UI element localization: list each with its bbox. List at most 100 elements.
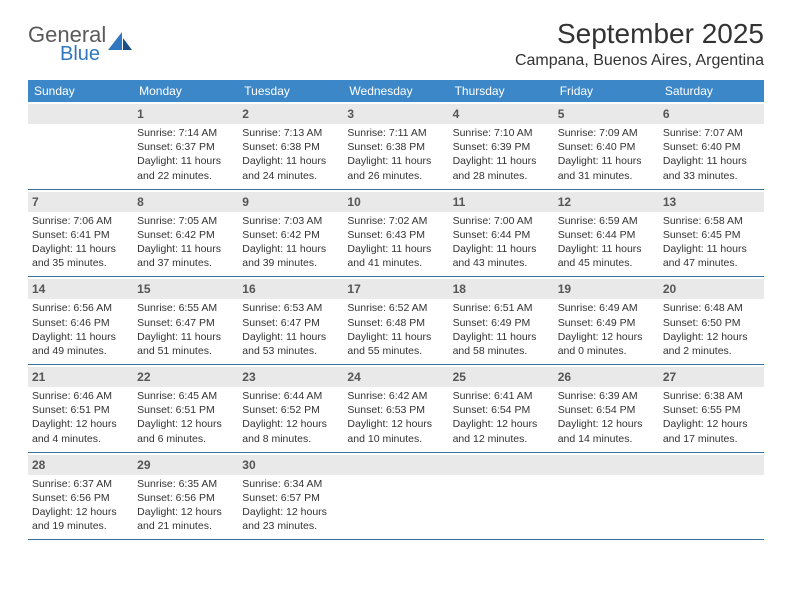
day-cell: 10Sunrise: 7:02 AMSunset: 6:43 PMDayligh… (343, 190, 448, 277)
day-number-bar: 28 (28, 455, 133, 475)
sunrise-line: Sunrise: 7:14 AM (137, 126, 234, 140)
day-cell: 28Sunrise: 6:37 AMSunset: 6:56 PMDayligh… (28, 453, 133, 540)
sunset-line: Sunset: 6:48 PM (347, 316, 444, 330)
day-cell: 13Sunrise: 6:58 AMSunset: 6:45 PMDayligh… (659, 190, 764, 277)
sunrise-line: Sunrise: 6:52 AM (347, 301, 444, 315)
daylight-line-2: and 49 minutes. (32, 344, 129, 358)
sunset-line: Sunset: 6:55 PM (663, 403, 760, 417)
day-number: 6 (663, 107, 670, 121)
daylight-line-1: Daylight: 11 hours (137, 242, 234, 256)
day-number: 14 (32, 282, 45, 296)
sunset-line: Sunset: 6:45 PM (663, 228, 760, 242)
day-cell: 7Sunrise: 7:06 AMSunset: 6:41 PMDaylight… (28, 190, 133, 277)
day-number: 12 (558, 195, 571, 209)
daylight-line-2: and 21 minutes. (137, 519, 234, 533)
day-cell: 22Sunrise: 6:45 AMSunset: 6:51 PMDayligh… (133, 365, 238, 452)
day-cell: 25Sunrise: 6:41 AMSunset: 6:54 PMDayligh… (449, 365, 554, 452)
day-cell: 11Sunrise: 7:00 AMSunset: 6:44 PMDayligh… (449, 190, 554, 277)
day-number: 5 (558, 107, 565, 121)
sunrise-line: Sunrise: 6:44 AM (242, 389, 339, 403)
day-cell: 1Sunrise: 7:14 AMSunset: 6:37 PMDaylight… (133, 102, 238, 189)
sunset-line: Sunset: 6:44 PM (453, 228, 550, 242)
daylight-line-2: and 26 minutes. (347, 169, 444, 183)
day-cell (554, 453, 659, 540)
day-number-bar (659, 455, 764, 475)
daylight-line-2: and 55 minutes. (347, 344, 444, 358)
day-cell: 19Sunrise: 6:49 AMSunset: 6:49 PMDayligh… (554, 277, 659, 364)
sunset-line: Sunset: 6:42 PM (137, 228, 234, 242)
day-number-bar: 8 (133, 192, 238, 212)
day-number: 10 (347, 195, 360, 209)
week-row: 21Sunrise: 6:46 AMSunset: 6:51 PMDayligh… (28, 365, 764, 453)
daylight-line-2: and 43 minutes. (453, 256, 550, 270)
day-cell: 21Sunrise: 6:46 AMSunset: 6:51 PMDayligh… (28, 365, 133, 452)
sunset-line: Sunset: 6:39 PM (453, 140, 550, 154)
day-number-bar: 19 (554, 279, 659, 299)
day-number-bar: 16 (238, 279, 343, 299)
daylight-line-2: and 41 minutes. (347, 256, 444, 270)
day-number-bar: 11 (449, 192, 554, 212)
day-number-bar: 9 (238, 192, 343, 212)
day-cell: 24Sunrise: 6:42 AMSunset: 6:53 PMDayligh… (343, 365, 448, 452)
day-cell: 12Sunrise: 6:59 AMSunset: 6:44 PMDayligh… (554, 190, 659, 277)
day-cell: 29Sunrise: 6:35 AMSunset: 6:56 PMDayligh… (133, 453, 238, 540)
sunrise-line: Sunrise: 7:07 AM (663, 126, 760, 140)
day-number-bar: 4 (449, 104, 554, 124)
daylight-line-2: and 4 minutes. (32, 432, 129, 446)
day-number: 9 (242, 195, 249, 209)
daylight-line-1: Daylight: 12 hours (32, 417, 129, 431)
sunrise-line: Sunrise: 6:51 AM (453, 301, 550, 315)
sunrise-line: Sunrise: 6:45 AM (137, 389, 234, 403)
daylight-line-1: Daylight: 11 hours (347, 330, 444, 344)
sunset-line: Sunset: 6:49 PM (558, 316, 655, 330)
day-number-bar: 5 (554, 104, 659, 124)
logo-text: General Blue (28, 24, 106, 64)
day-cell: 14Sunrise: 6:56 AMSunset: 6:46 PMDayligh… (28, 277, 133, 364)
weekday-header-row: Sunday Monday Tuesday Wednesday Thursday… (28, 80, 764, 102)
daylight-line-2: and 58 minutes. (453, 344, 550, 358)
daylight-line-1: Daylight: 11 hours (347, 242, 444, 256)
daylight-line-2: and 10 minutes. (347, 432, 444, 446)
day-number-bar: 25 (449, 367, 554, 387)
week-row: 1Sunrise: 7:14 AMSunset: 6:37 PMDaylight… (28, 102, 764, 190)
day-number-bar (449, 455, 554, 475)
daylight-line-2: and 39 minutes. (242, 256, 339, 270)
logo: General Blue (28, 18, 132, 64)
day-cell: 9Sunrise: 7:03 AMSunset: 6:42 PMDaylight… (238, 190, 343, 277)
sunrise-line: Sunrise: 6:41 AM (453, 389, 550, 403)
daylight-line-2: and 0 minutes. (558, 344, 655, 358)
sunrise-line: Sunrise: 6:38 AM (663, 389, 760, 403)
sunset-line: Sunset: 6:38 PM (242, 140, 339, 154)
day-number: 19 (558, 282, 571, 296)
daylight-line-1: Daylight: 12 hours (663, 417, 760, 431)
daylight-line-1: Daylight: 11 hours (137, 330, 234, 344)
day-number-bar: 6 (659, 104, 764, 124)
sunrise-line: Sunrise: 6:48 AM (663, 301, 760, 315)
day-cell: 30Sunrise: 6:34 AMSunset: 6:57 PMDayligh… (238, 453, 343, 540)
week-row: 14Sunrise: 6:56 AMSunset: 6:46 PMDayligh… (28, 277, 764, 365)
daylight-line-2: and 31 minutes. (558, 169, 655, 183)
sunrise-line: Sunrise: 7:03 AM (242, 214, 339, 228)
day-number: 2 (242, 107, 249, 121)
calendar-page: General Blue September 2025 Campana, Bue… (0, 0, 792, 540)
daylight-line-2: and 45 minutes. (558, 256, 655, 270)
day-cell (659, 453, 764, 540)
day-number-bar: 29 (133, 455, 238, 475)
sunset-line: Sunset: 6:46 PM (32, 316, 129, 330)
day-number: 23 (242, 370, 255, 384)
daylight-line-1: Daylight: 11 hours (242, 330, 339, 344)
daylight-line-2: and 28 minutes. (453, 169, 550, 183)
daylight-line-2: and 17 minutes. (663, 432, 760, 446)
day-cell: 20Sunrise: 6:48 AMSunset: 6:50 PMDayligh… (659, 277, 764, 364)
sunset-line: Sunset: 6:53 PM (347, 403, 444, 417)
daylight-line-2: and 14 minutes. (558, 432, 655, 446)
sunrise-line: Sunrise: 6:49 AM (558, 301, 655, 315)
day-cell: 27Sunrise: 6:38 AMSunset: 6:55 PMDayligh… (659, 365, 764, 452)
day-number: 25 (453, 370, 466, 384)
sunset-line: Sunset: 6:51 PM (137, 403, 234, 417)
sunset-line: Sunset: 6:37 PM (137, 140, 234, 154)
day-number: 20 (663, 282, 676, 296)
page-header: General Blue September 2025 Campana, Bue… (28, 18, 764, 70)
day-number-bar: 13 (659, 192, 764, 212)
sunrise-line: Sunrise: 6:37 AM (32, 477, 129, 491)
